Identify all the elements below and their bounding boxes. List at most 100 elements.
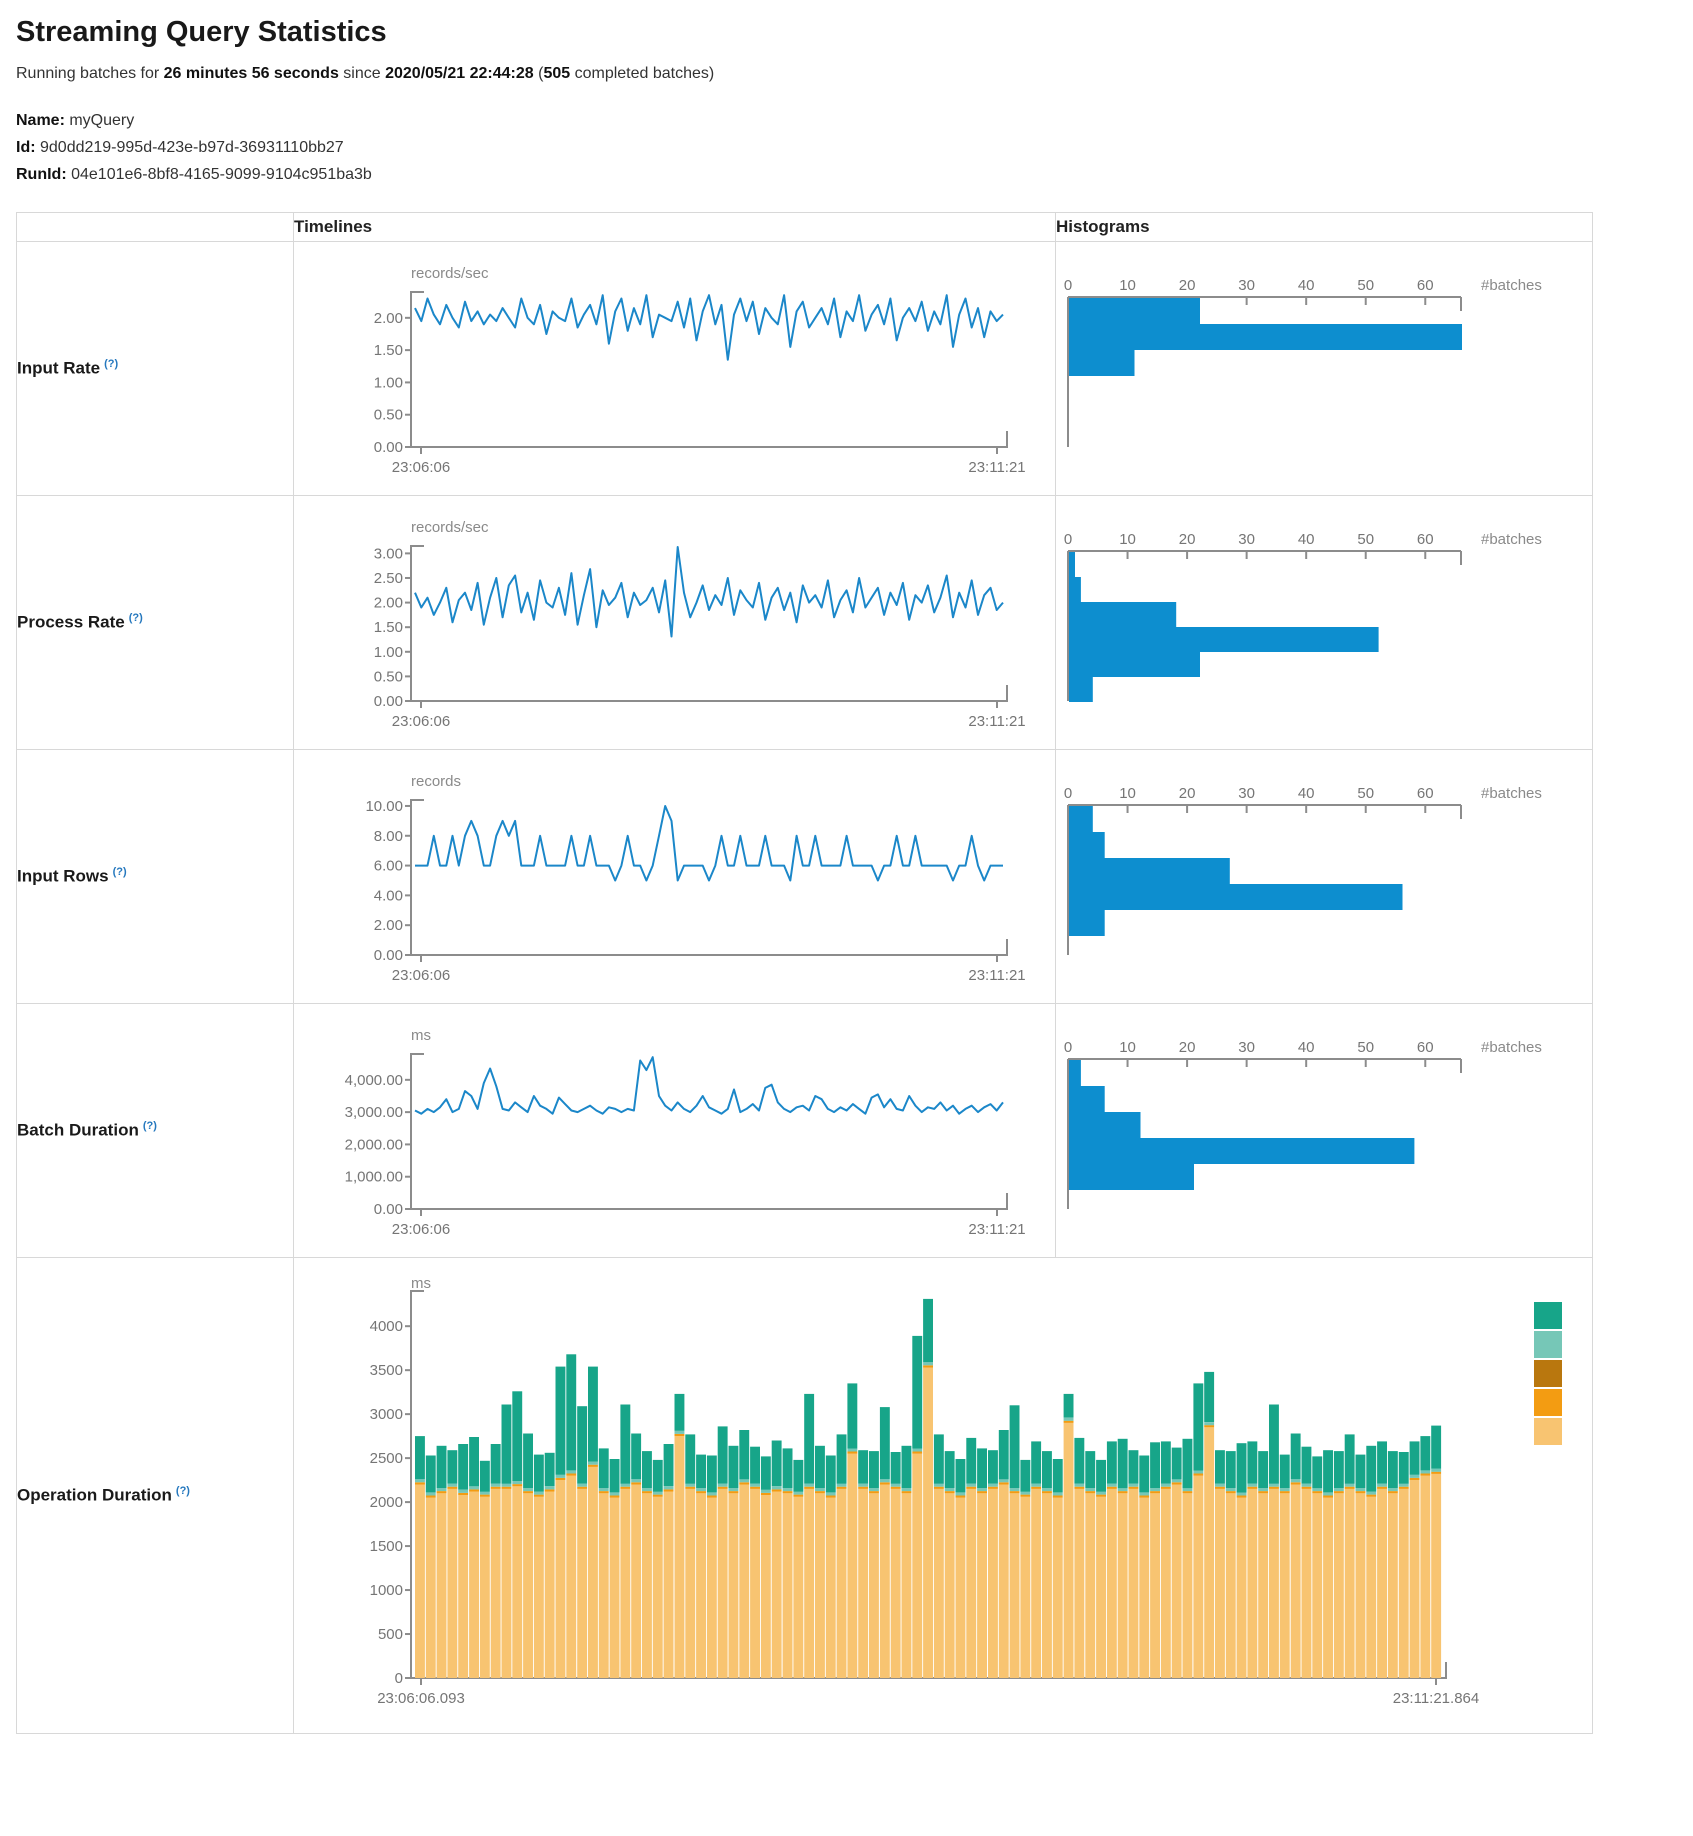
legend-swatch-2 [1534,1360,1562,1387]
svg-text:4000: 4000 [370,1318,403,1335]
svg-text:records/sec: records/sec [411,265,489,282]
operation-duration-chart: ms 0 500 1000 1500 2000 2500 3000 3500 4000 23:06:… [370,1275,1480,1707]
svg-text:2.50: 2.50 [374,570,403,587]
help-icon-input-rate[interactable]: (?) [104,358,119,371]
svg-text:40: 40 [1298,277,1315,294]
svg-text:50: 50 [1357,277,1374,294]
svg-text:60: 60 [1417,785,1434,802]
svg-text:0.00: 0.00 [374,439,403,456]
svg-text:0: 0 [1064,1039,1072,1056]
svg-text:#batches: #batches [1481,531,1542,548]
svg-text:30: 30 [1238,531,1255,548]
svg-text:0.50: 0.50 [374,668,403,685]
svg-text:10.00: 10.00 [365,798,403,815]
input-rate-histogram-chart: 0 10 20 30 40 50 60 #batches [1064,277,1542,447]
svg-text:8.00: 8.00 [374,828,403,845]
svg-text:1,000.00: 1,000.00 [345,1169,403,1186]
process-rate-row: Process Rate (?) records/sec 0.00 0.50 1.00 1… [16,495,1593,750]
svg-text:ms: ms [411,1275,431,1292]
row-label-cell-input-rows: Input Rows (?) [16,749,294,1004]
svg-text:23:11:21: 23:11:21 [968,967,1025,984]
svg-text:20: 20 [1179,531,1196,548]
row-label-cell-input-rate: Input Rate (?) [16,241,294,496]
svg-text:60: 60 [1417,277,1434,294]
svg-text:0.00: 0.00 [374,693,403,710]
column-header-histograms: Histograms [1055,212,1593,242]
help-icon-process-rate[interactable]: (?) [128,612,143,625]
svg-text:4.00: 4.00 [374,887,403,904]
svg-text:4,000.00: 4,000.00 [345,1072,403,1089]
svg-text:23:11:21.864: 23:11:21.864 [1393,1690,1479,1707]
column-header-timelines: Timelines [293,212,1056,242]
svg-text:60: 60 [1417,531,1434,548]
svg-text:50: 50 [1357,531,1374,548]
svg-text:20: 20 [1179,277,1196,294]
svg-text:3,000.00: 3,000.00 [345,1104,403,1121]
svg-text:1500: 1500 [370,1538,403,1555]
svg-text:40: 40 [1298,531,1315,548]
svg-text:10: 10 [1119,531,1136,548]
legend-swatch-1 [1534,1331,1562,1358]
svg-text:3000: 3000 [370,1406,403,1423]
svg-text:2.00: 2.00 [374,310,403,327]
svg-text:2.00: 2.00 [374,595,403,612]
legend-swatch-0 [1534,1302,1562,1329]
operation-duration-row: Operation Duration (?) ms 0 500 1000 1500 2000… [16,1257,1593,1734]
row-label-input-rate: Input Rate [17,358,101,378]
row-label-batch-duration: Batch Duration [17,1120,139,1140]
svg-text:23:06:06: 23:06:06 [392,1221,450,1238]
page-title: Streaming Query Statistics [16,16,387,48]
input-rows-row: Input Rows (?) records 0.00 2.00 4.00 6.00 8.0… [16,749,1593,1004]
svg-text:1.00: 1.00 [374,644,403,661]
svg-text:40: 40 [1298,1039,1315,1056]
svg-text:0.00: 0.00 [374,1201,403,1218]
svg-text:ms: ms [411,1027,431,1044]
svg-text:0: 0 [1064,277,1072,294]
svg-text:23:11:21: 23:11:21 [968,459,1025,476]
help-icon-operation-duration[interactable]: (?) [175,1485,190,1498]
svg-text:#batches: #batches [1481,785,1542,802]
input-rate-row: Input Rate (?) records/sec 0.00 0.50 1.00 1.5… [16,241,1593,496]
table-header-row: Timelines Histograms [16,212,1593,242]
svg-text:23:11:21: 23:11:21 [968,713,1025,730]
svg-text:2,000.00: 2,000.00 [345,1136,403,1153]
running-summary: Running batches for 26 minutes 56 second… [16,65,1693,83]
row-label-cell-process-rate: Process Rate (?) [16,495,294,750]
help-icon-batch-duration[interactable]: (?) [142,1120,157,1133]
row-label-operation-duration: Operation Duration [17,1485,172,1505]
svg-text:23:06:06: 23:06:06 [392,459,450,476]
svg-text:60: 60 [1417,1039,1434,1056]
svg-text:1000: 1000 [370,1582,403,1599]
svg-text:2.00: 2.00 [374,917,403,934]
svg-text:2000: 2000 [370,1494,403,1511]
svg-text:30: 30 [1238,1039,1255,1056]
summary-text: ( [533,65,544,82]
svg-text:0.50: 0.50 [374,407,403,424]
svg-text:records: records [411,773,461,790]
batch-duration-row: Batch Duration (?) ms 0.00 1,000.00 2,000.00… [16,1003,1593,1258]
summary-value: 505 [543,65,571,82]
svg-text:0: 0 [395,1670,403,1687]
svg-text:records/sec: records/sec [411,519,489,536]
svg-text:23:06:06.093: 23:06:06.093 [377,1690,465,1707]
summary-value: 26 minutes 56 seconds [163,65,339,82]
meta-line: Name: myQuery [16,112,135,129]
row-label-process-rate: Process Rate [17,612,125,632]
svg-text:3500: 3500 [370,1362,403,1379]
input-rate-timeline-chart: records/sec 0.00 0.50 1.00 1.50 2.00 23:06:06 2… [374,265,1026,476]
row-label-cell-batch-duration: Batch Duration (?) [16,1003,294,1258]
process-rate-histogram-chart: 0 10 20 30 40 50 60 #batches [1064,531,1542,702]
help-icon-input-rows[interactable]: (?) [112,866,127,879]
svg-text:0: 0 [1064,785,1072,802]
svg-text:1.00: 1.00 [374,374,403,391]
batch-duration-histogram-chart: 0 10 20 30 40 50 60 #batches [1064,1039,1542,1209]
svg-text:40: 40 [1298,785,1315,802]
svg-text:20: 20 [1179,1039,1196,1056]
svg-text:2500: 2500 [370,1450,403,1467]
summary-text: since [338,65,386,82]
svg-text:30: 30 [1238,785,1255,802]
input-rows-histogram-chart: 0 10 20 30 40 50 60 #batches [1064,785,1542,955]
svg-text:1.50: 1.50 [374,619,403,636]
summary-text: completed batches) [570,65,715,82]
svg-text:20: 20 [1179,785,1196,802]
